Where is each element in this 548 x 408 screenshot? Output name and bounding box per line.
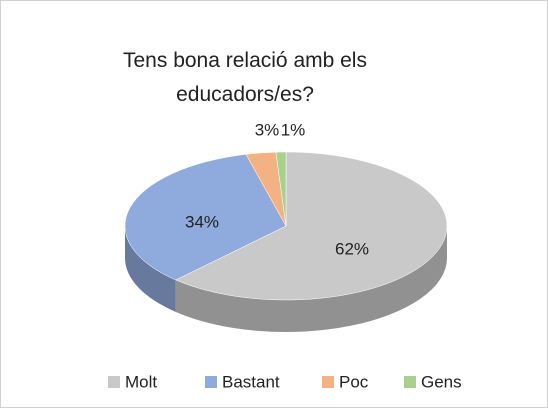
pie-slice: [175, 151, 448, 301]
legend-swatch: [404, 376, 416, 388]
legend-swatch: [205, 376, 217, 388]
legend-swatch: [108, 376, 120, 388]
data-label: 62%: [335, 239, 369, 258]
pie-slice: [275, 151, 287, 227]
data-label: 34%: [185, 212, 219, 231]
pie-slice: [124, 154, 287, 281]
legend-label: Bastant: [222, 372, 280, 391]
data-label: 1%: [281, 120, 306, 139]
pie-side: [175, 226, 448, 332]
pie-side: [125, 226, 176, 312]
legend-label: Molt: [125, 372, 157, 391]
legend-label: Poc: [339, 372, 369, 391]
legend-swatch: [322, 376, 334, 388]
chart-title: Tens bona relació amb els educadors/es?: [123, 49, 367, 106]
data-label: 3%: [255, 120, 280, 139]
legend-label: Gens: [421, 372, 462, 391]
